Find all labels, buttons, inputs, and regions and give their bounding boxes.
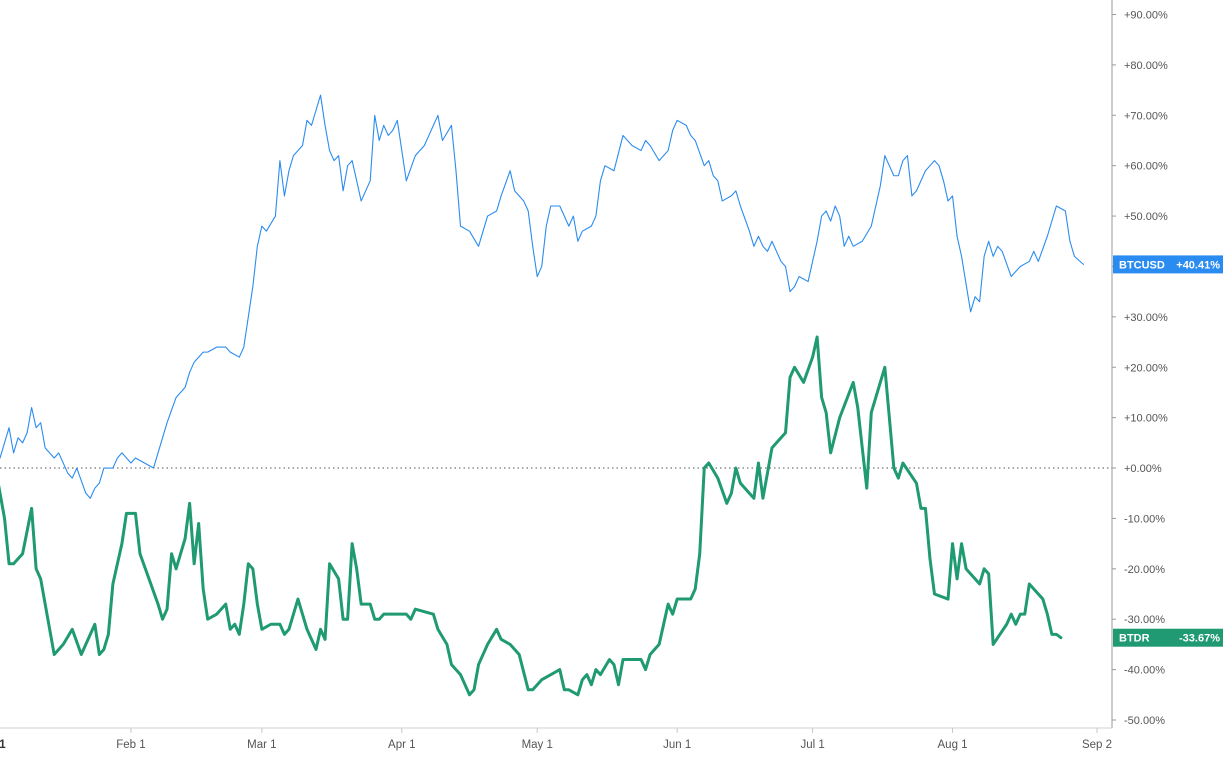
series-line-btdr <box>0 335 1063 697</box>
series-line-btcusd <box>0 94 1085 499</box>
x-tick-label: May 1 <box>522 739 553 751</box>
y-tick-label: -40.00% <box>1124 665 1165 677</box>
y-tick-label: -30.00% <box>1124 614 1165 626</box>
badge-background <box>1113 255 1223 274</box>
y-tick-label: +90.00% <box>1124 10 1168 22</box>
x-tick-label: Apr 1 <box>388 739 416 751</box>
badge-background <box>1113 628 1223 647</box>
last-value-badge-btdr: BTDR -33.67% <box>1113 628 1223 647</box>
y-tick-label: +50.00% <box>1124 211 1168 223</box>
x-tick-label: Jan 1 <box>0 739 6 751</box>
x-tick-label: Sep 2 <box>1082 739 1112 751</box>
x-tick-label: Jun 1 <box>663 739 691 751</box>
y-tick-label: -20.00% <box>1124 564 1165 576</box>
y-tick-label: +70.00% <box>1124 110 1168 122</box>
series-last-value-label: +40.41% <box>1176 259 1220 271</box>
y-tick-label: +20.00% <box>1124 362 1168 374</box>
y-tick-label: -10.00% <box>1124 513 1165 525</box>
x-tick-label: Aug 1 <box>938 739 968 751</box>
y-tick-label: +0.00% <box>1124 463 1162 475</box>
y-tick-label: +10.00% <box>1124 413 1168 425</box>
x-tick-label: Feb 1 <box>116 739 145 751</box>
last-value-badge-btcusd: BTCUSD +40.41% <box>1113 255 1223 274</box>
x-tick-label: Mar 1 <box>247 739 276 751</box>
series-name-label: BTCUSD <box>1119 259 1165 271</box>
y-tick-label: -50.00% <box>1124 715 1165 727</box>
series-name-label: BTDR <box>1119 633 1150 645</box>
y-tick-label: +30.00% <box>1124 312 1168 324</box>
y-tick-label: +80.00% <box>1124 60 1168 72</box>
series-last-value-label: -33.67% <box>1179 633 1220 645</box>
x-tick-label: Jul 1 <box>800 739 824 751</box>
y-tick-label: +60.00% <box>1124 161 1168 173</box>
